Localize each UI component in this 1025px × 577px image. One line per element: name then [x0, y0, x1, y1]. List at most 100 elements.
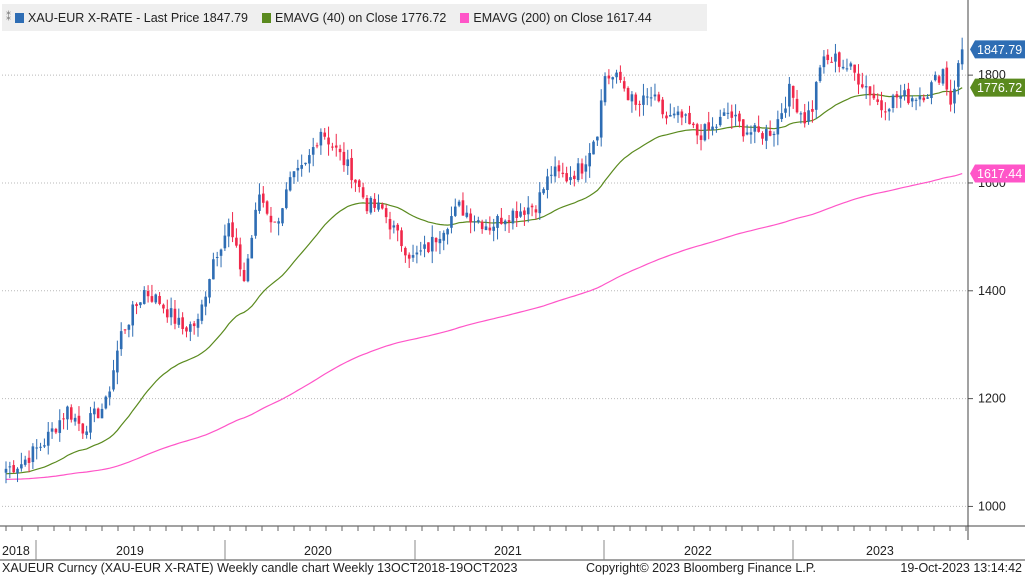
candle-body — [23, 459, 27, 465]
candle-body — [404, 247, 407, 256]
candle-body — [54, 428, 58, 433]
candle-body — [837, 52, 841, 67]
candle-body — [66, 406, 69, 420]
candle-body — [58, 420, 62, 433]
candle-body — [469, 213, 472, 223]
candle-body — [788, 83, 791, 107]
candle-body — [511, 210, 515, 224]
candle-body — [350, 157, 353, 181]
y-tick-label: 1000 — [978, 499, 1006, 513]
candle-body — [430, 236, 434, 252]
candle-body — [192, 323, 196, 327]
candle-body — [477, 220, 480, 223]
candle-body — [411, 255, 415, 258]
candle-body — [588, 152, 591, 167]
candle-body — [127, 324, 131, 330]
gridlines — [2, 74, 968, 507]
candle-body — [546, 176, 549, 191]
candle-body — [645, 96, 649, 98]
candle-body — [596, 136, 599, 141]
footer-copyright: Copyright© 2023 Bloomberg Finance L.P. — [586, 561, 816, 575]
candle-body — [872, 93, 876, 99]
candle-body — [277, 221, 280, 224]
candle-body — [599, 100, 603, 138]
candle-body — [165, 309, 169, 318]
candle-body — [73, 417, 77, 422]
candles — [4, 37, 964, 484]
candle-body — [442, 232, 446, 241]
candle-body — [242, 270, 246, 281]
candle-body — [315, 145, 319, 147]
candle-body — [549, 174, 553, 176]
candle-body — [308, 155, 311, 164]
candle-body — [212, 259, 215, 280]
candle-body — [669, 114, 672, 117]
candle-body — [684, 114, 687, 116]
x-tick-label: 2022 — [684, 544, 712, 558]
candle-body — [945, 67, 949, 90]
candle-body — [81, 423, 85, 434]
candle-body — [822, 56, 826, 68]
candle-body — [131, 304, 135, 326]
candle-body — [4, 468, 8, 473]
candle-body — [780, 113, 783, 120]
candle-body — [473, 221, 476, 223]
ema40-tag-bg — [970, 78, 1025, 97]
candle-body — [580, 163, 584, 174]
candle-body — [841, 66, 845, 69]
legend: ⁑ XAU-EUR X-RATE - Last Price 1847.79 EM… — [2, 4, 707, 31]
candle-body — [753, 125, 757, 132]
candle-body — [116, 350, 119, 373]
candle-body — [400, 230, 403, 247]
last-price-tag: 1847.79 — [970, 40, 1025, 59]
candle-body — [814, 82, 818, 110]
candle-body — [960, 49, 964, 65]
candle-body — [734, 114, 737, 117]
candle-body — [630, 94, 634, 102]
candle-body — [254, 209, 257, 236]
candle-body — [569, 177, 572, 181]
candle-body — [288, 177, 292, 191]
candle-body — [811, 108, 814, 112]
candle-body — [807, 110, 810, 122]
y-tick-label: 1200 — [978, 392, 1006, 406]
candle-body — [653, 94, 657, 97]
candle-body — [39, 446, 42, 448]
candle-body — [154, 294, 158, 303]
candle-body — [258, 194, 261, 211]
candle-body — [795, 98, 799, 113]
legend-grip-icon[interactable]: ⁑ — [6, 12, 11, 23]
candle-body — [903, 90, 906, 97]
candle-body — [146, 291, 150, 297]
x-tick-label: 2021 — [494, 544, 522, 558]
candle-body — [757, 126, 760, 132]
candle-body — [384, 208, 388, 218]
candle-body — [300, 164, 303, 169]
candle-body — [918, 95, 922, 100]
candle-body — [530, 205, 534, 208]
candle-body — [676, 111, 680, 116]
candle-body — [361, 187, 365, 198]
candle-body — [834, 53, 837, 62]
candle-body — [611, 77, 615, 80]
candle-body — [553, 166, 557, 177]
candle-body — [765, 128, 768, 141]
candle-body — [281, 208, 284, 224]
candle-body — [457, 201, 461, 206]
candle-body — [880, 100, 883, 111]
legend-item-price[interactable]: XAU-EUR X-RATE - Last Price 1847.79 — [15, 11, 248, 25]
candle-body — [250, 237, 254, 259]
candle-body — [139, 302, 142, 306]
legend-item-ema200[interactable]: EMAVG (200) on Close 1617.44 — [460, 11, 652, 25]
candle-body — [407, 254, 411, 259]
candle-body — [89, 413, 92, 433]
candle-body — [357, 180, 361, 187]
candle-body — [926, 97, 929, 99]
candle-body — [373, 198, 376, 208]
candle-body — [238, 244, 242, 270]
legend-item-ema40[interactable]: EMAVG (40) on Close 1776.72 — [261, 11, 446, 25]
candle-body — [173, 308, 177, 324]
ema200-line — [5, 173, 963, 480]
